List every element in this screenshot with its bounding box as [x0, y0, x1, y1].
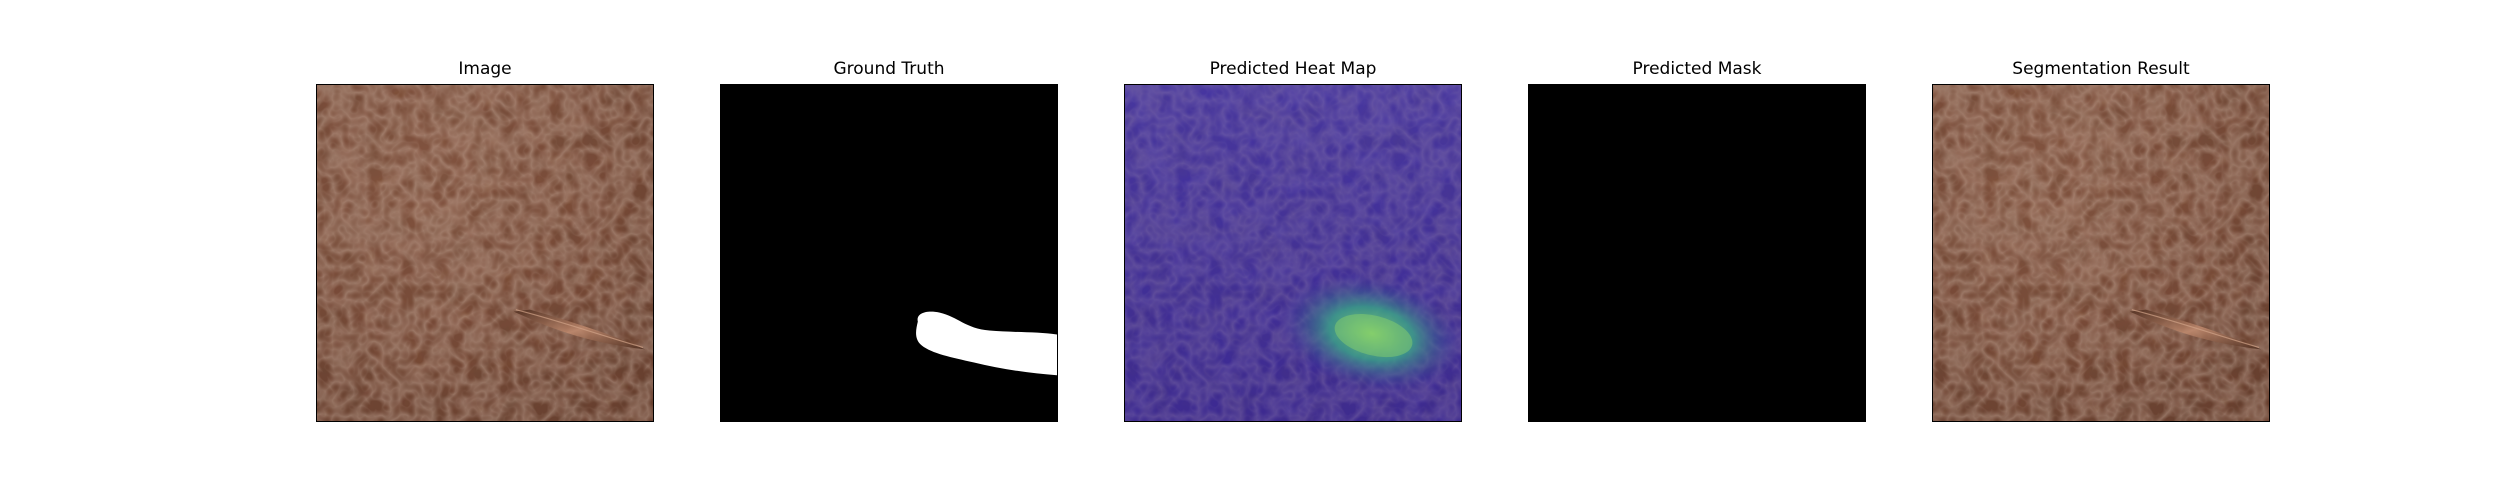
- panel-predicted-mask: Predicted Mask: [1528, 58, 1866, 422]
- leather-photo: [316, 84, 654, 422]
- panel-segmentation-result: Segmentation Result: [1932, 58, 2270, 422]
- panel-heatmap: Predicted Heat Map: [1124, 58, 1462, 422]
- leather-cut-defect: [513, 309, 646, 350]
- panel-title-heatmap: Predicted Heat Map: [1209, 59, 1377, 79]
- ground-truth-defect-region: [916, 311, 1057, 376]
- panel-title-segmentation-result: Segmentation Result: [2012, 59, 2190, 79]
- ground-truth-mask: [720, 84, 1058, 422]
- heatmap-hotspot: [1278, 273, 1461, 394]
- heatmap-overlay: [1124, 84, 1462, 422]
- panel-title-predicted-mask: Predicted Mask: [1632, 59, 1762, 79]
- panel-image: Image: [316, 58, 654, 422]
- leather-cut-defect: [2129, 309, 2262, 350]
- panel-title-ground-truth: Ground Truth: [833, 59, 945, 79]
- panel-ground-truth: Ground Truth: [720, 58, 1058, 422]
- segmentation-result-photo: [1932, 84, 2270, 422]
- predicted-mask: [1528, 84, 1866, 422]
- panel-title-image: Image: [458, 59, 512, 79]
